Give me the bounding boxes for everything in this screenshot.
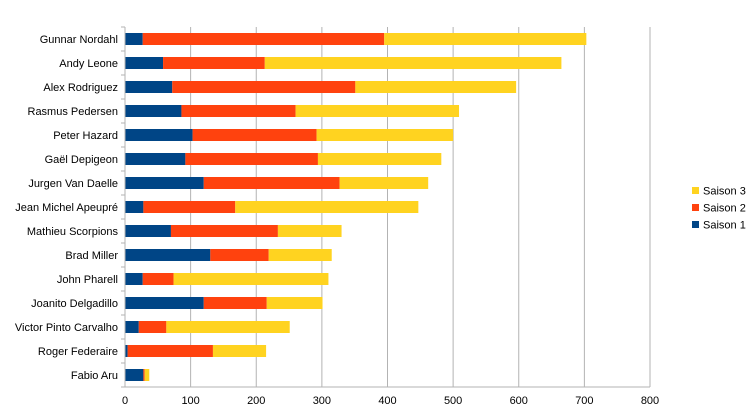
x-tick-label: 200	[247, 395, 265, 407]
category-label: Andy Leone	[59, 58, 118, 70]
bar-saison-1-7	[125, 201, 144, 213]
category-label: Rasmus Pedersen	[28, 106, 119, 118]
category-labels: Gunnar Nordahl Andy Leone Alex Rodriguez Ra…	[15, 34, 119, 382]
bar-saison-1-5	[125, 153, 186, 165]
bar-saison-2-4	[192, 129, 317, 141]
x-tick-label: 600	[510, 395, 528, 407]
bar-saison-3-10	[173, 273, 329, 285]
category-label: Jean Michel Apeupré	[15, 202, 118, 214]
bar-saison-2-10	[142, 273, 174, 285]
bar-saison-3-1	[264, 57, 562, 69]
bar-saison-2-1	[163, 57, 265, 69]
bar-saison-3-3	[295, 105, 460, 117]
legend: Saison 3 Saison 2 Saison 1	[692, 186, 746, 232]
x-tick-label: 0	[122, 395, 128, 407]
bar-saison-1-11	[125, 297, 204, 309]
x-tick-label: 800	[641, 395, 659, 407]
category-label: Gaël Depigeon	[45, 154, 118, 166]
bar-saison-1-13	[125, 345, 128, 357]
bar-saison-1-8	[125, 225, 171, 237]
bar-saison-3-13	[212, 345, 267, 357]
bar-saison-1-3	[125, 105, 182, 117]
bar-saison-2-9	[210, 249, 269, 261]
x-tick-label: 400	[378, 395, 396, 407]
category-label: John Pharell	[57, 274, 118, 286]
bar-saison-2-5	[185, 153, 318, 165]
legend-label: Saison 2	[703, 203, 746, 215]
category-label: Brad Miller	[65, 250, 118, 262]
bar-saison-1-9	[125, 249, 211, 261]
bar-saison-1-10	[125, 273, 143, 285]
x-tick-labels: 0 100 200 300 400 500 600 700 800	[122, 395, 659, 407]
x-tick-label: 300	[313, 395, 331, 407]
bar-saison-2-11	[203, 297, 267, 309]
bar-saison-3-12	[166, 321, 290, 333]
bar-saison-1-2	[125, 81, 173, 93]
category-label: Fabio Aru	[71, 370, 118, 382]
category-label: Victor Pinto Carvalho	[15, 322, 118, 334]
bar-saison-3-11	[266, 297, 323, 309]
category-label: Peter Hazard	[53, 130, 118, 142]
bar-saison-3-4	[316, 129, 454, 141]
bar-saison-2-14	[143, 369, 145, 381]
bar-saison-3-2	[355, 81, 517, 93]
bar-saison-2-8	[170, 225, 278, 237]
category-label: Mathieu Scorpions	[27, 226, 119, 238]
bar-saison-3-9	[268, 249, 332, 261]
bar-saison-2-3	[181, 105, 296, 117]
legend-swatch	[692, 221, 699, 228]
legend-swatch	[692, 204, 699, 211]
bar-saison-1-1	[125, 57, 164, 69]
category-label: Joanito Delgadillo	[31, 298, 118, 310]
bar-saison-1-12	[125, 321, 139, 333]
bar-saison-3-0	[384, 33, 587, 45]
bars	[125, 33, 587, 381]
bar-saison-1-0	[125, 33, 143, 45]
category-label: Jurgen Van Daelle	[28, 178, 118, 190]
category-label: Roger Federaire	[38, 346, 118, 358]
category-label: Gunnar Nordahl	[40, 34, 118, 46]
bar-saison-2-2	[172, 81, 356, 93]
bar-saison-1-6	[125, 177, 204, 189]
legend-label: Saison 3	[703, 186, 746, 198]
bar-saison-2-0	[142, 33, 385, 45]
legend-swatch	[692, 187, 699, 194]
category-label: Alex Rodriguez	[43, 82, 118, 94]
bar-saison-3-7	[235, 201, 419, 213]
legend-label: Saison 1	[703, 220, 746, 232]
bar-saison-3-6	[339, 177, 429, 189]
bar-saison-1-14	[125, 369, 144, 381]
bar-saison-3-5	[317, 153, 442, 165]
x-tick-label: 100	[181, 395, 199, 407]
axes	[121, 26, 650, 388]
x-tick-label: 700	[575, 395, 593, 407]
bar-saison-1-4	[125, 129, 193, 141]
bar-saison-2-6	[203, 177, 340, 189]
bar-saison-3-8	[277, 225, 342, 237]
bar-saison-2-13	[127, 345, 213, 357]
bar-saison-2-12	[138, 321, 167, 333]
bar-saison-2-7	[143, 201, 236, 213]
bar-saison-3-14	[144, 369, 150, 381]
x-tick-label: 500	[444, 395, 462, 407]
